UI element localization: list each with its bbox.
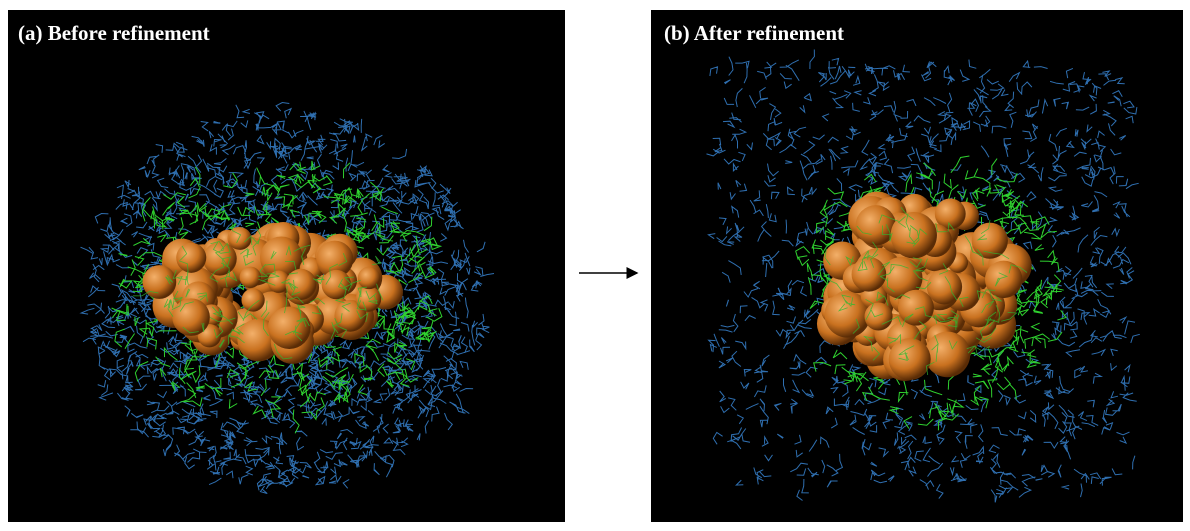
panel-title: (b) After refinement xyxy=(664,21,844,45)
surface-blob xyxy=(203,242,237,276)
figure: (a) Before refinement (b) After refineme… xyxy=(0,0,1190,531)
surface-blob xyxy=(240,267,261,288)
surface-blob xyxy=(927,269,962,304)
surface-blob xyxy=(176,243,206,273)
surface-blob xyxy=(268,307,311,350)
panel-title: (a) Before refinement xyxy=(18,21,210,45)
surface-blob xyxy=(241,288,264,311)
surface-blob xyxy=(172,298,210,336)
surface-blob xyxy=(865,302,893,330)
surface-blob xyxy=(889,338,931,380)
surface-blob xyxy=(891,212,937,258)
surface-blob xyxy=(925,332,971,378)
surface-blob xyxy=(852,257,887,292)
surface-blob xyxy=(356,286,382,312)
surface-blob xyxy=(142,265,176,299)
